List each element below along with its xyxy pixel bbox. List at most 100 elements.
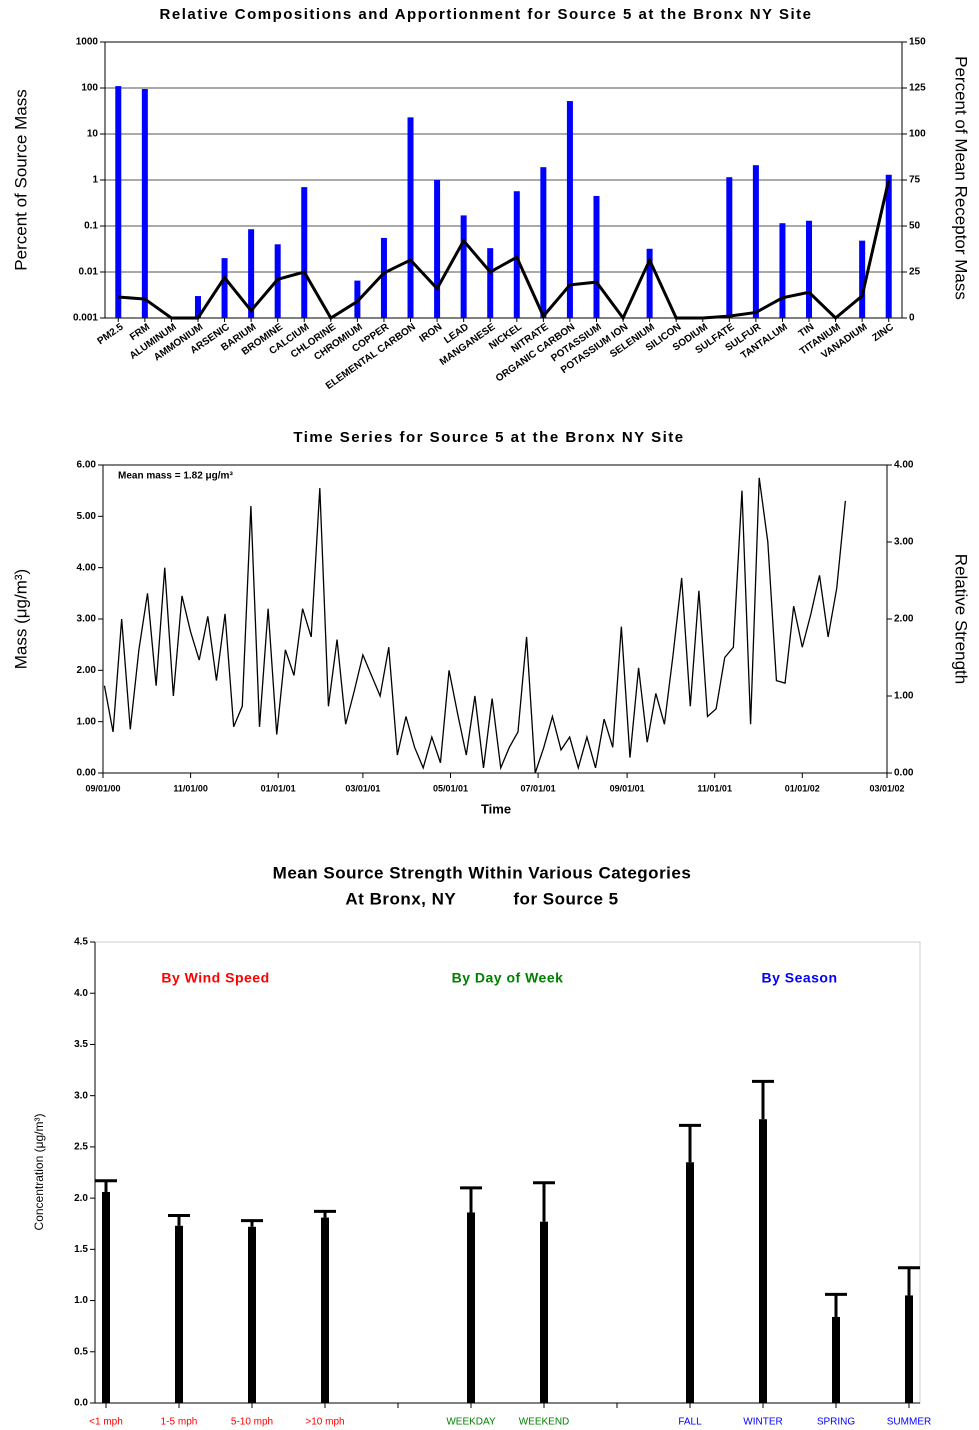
bar <box>380 237 387 318</box>
y-tick-label: 1 <box>92 175 98 186</box>
bar <box>434 180 441 318</box>
bar <box>321 1217 329 1403</box>
y2-tick-label: 1.00 <box>894 691 914 702</box>
x-tick-label: 01/01/02 <box>785 783 820 793</box>
y-tick-label: 4.00 <box>77 562 97 573</box>
line <box>118 179 891 321</box>
y2-tick-label: 100 <box>909 129 926 140</box>
bar <box>513 191 520 318</box>
y-tick-label: 100 <box>81 83 98 94</box>
bar <box>221 258 228 318</box>
x-tick-label: WEEKDAY <box>446 1417 496 1428</box>
bar <box>759 1119 767 1403</box>
y-tick-label: 0.5 <box>74 1346 88 1357</box>
bar <box>593 195 600 318</box>
bar <box>905 1295 913 1403</box>
y2-tick-label: 150 <box>909 37 926 48</box>
x-tick-label: <1 mph <box>89 1417 123 1428</box>
chart-title: Mean Source Strength Within Various Cate… <box>273 863 692 882</box>
x-tick-label: 11/01/01 <box>697 783 732 793</box>
bar <box>540 1221 548 1403</box>
group-label: By Wind Speed <box>161 970 269 986</box>
bar <box>175 1225 183 1403</box>
x-tick-label: IRON <box>418 322 445 345</box>
bar <box>646 248 653 318</box>
y2-tick-label: 50 <box>909 221 921 232</box>
x-tick-label: PM2.5 <box>96 321 126 347</box>
bar <box>248 229 255 318</box>
y-axis-label: Concentration (μg/m³) <box>32 1114 46 1231</box>
y2-tick-label: 3.00 <box>894 537 914 548</box>
x-axis-label: Time <box>481 801 511 816</box>
bar <box>301 187 308 318</box>
bar <box>779 223 786 318</box>
y-tick-label: 0.00 <box>77 768 97 779</box>
y2-tick-label: 25 <box>909 267 921 278</box>
bar <box>806 220 813 318</box>
y2-axis-label: Relative Strength <box>952 554 971 684</box>
y-axis-label: Percent of Source Mass <box>11 89 30 270</box>
bar <box>467 1212 475 1403</box>
y-tick-label: 5.00 <box>77 511 97 522</box>
bar <box>726 177 733 318</box>
bar <box>832 1316 840 1403</box>
y-tick-label: 3.0 <box>74 1090 88 1101</box>
bar <box>566 101 573 318</box>
y-tick-label: 0.0 <box>74 1398 88 1409</box>
y2-axis-label: Percent of Mean Receptor Mass <box>952 56 971 300</box>
x-tick-label: 05/01/01 <box>433 783 468 793</box>
bar <box>460 215 467 318</box>
annotation: Mean mass = 1.82 μg/m³ <box>118 471 233 482</box>
bar <box>885 174 892 318</box>
chart-title: Time Series for Source 5 at the Bronx NY… <box>293 429 684 446</box>
bar <box>686 1162 694 1403</box>
y2-tick-label: 4.00 <box>894 460 914 471</box>
x-tick-label: 03/01/02 <box>869 783 904 793</box>
bar <box>487 248 494 318</box>
y-tick-label: 3.00 <box>77 614 97 625</box>
bar <box>194 296 201 318</box>
y-tick-label: 0.01 <box>79 267 99 278</box>
y-tick-label: 2.00 <box>77 665 97 676</box>
x-tick-label: 07/01/01 <box>521 783 556 793</box>
x-tick-label: 1-5 mph <box>161 1417 198 1428</box>
y-tick-label: 1.5 <box>74 1244 88 1255</box>
y-tick-label: 0.1 <box>84 221 98 232</box>
bar <box>752 165 759 318</box>
chart-title: Relative Compositions and Apportionment … <box>160 6 813 23</box>
y-tick-label: 0.001 <box>73 313 98 324</box>
bar <box>115 86 122 318</box>
x-tick-label: FALL <box>678 1417 702 1428</box>
x-tick-label: 5-10 mph <box>231 1417 273 1428</box>
y-tick-label: 4.5 <box>74 937 88 948</box>
group-label: By Season <box>761 970 837 986</box>
y2-tick-label: 2.00 <box>894 614 914 625</box>
bar <box>248 1226 256 1403</box>
x-tick-label: WINTER <box>743 1417 782 1428</box>
y2-tick-label: 125 <box>909 83 926 94</box>
x-tick-label: 03/01/01 <box>345 783 380 793</box>
plot-frame <box>104 41 903 319</box>
group-label: By Day of Week <box>452 970 564 986</box>
bar <box>407 117 414 318</box>
x-tick-label: SPRING <box>817 1417 856 1428</box>
x-tick-label: WEEKEND <box>519 1417 570 1428</box>
chart-subtitle: At Bronx, NY for Source 5 <box>345 889 618 908</box>
y-tick-label: 2.5 <box>74 1142 88 1153</box>
line <box>103 477 847 774</box>
y-axis-label: Mass (μg/m³) <box>11 569 30 669</box>
bar <box>102 1191 110 1403</box>
y2-tick-label: 0.00 <box>894 768 914 779</box>
bar <box>859 240 866 318</box>
x-tick-label: >10 mph <box>305 1417 344 1428</box>
x-tick-label: 11/01/00 <box>173 783 208 793</box>
x-tick-label: 09/01/01 <box>610 783 645 793</box>
x-tick-label: SUMMER <box>887 1417 931 1428</box>
bar <box>540 167 547 318</box>
y-tick-label: 6.00 <box>77 460 97 471</box>
y-tick-label: 1000 <box>76 37 99 48</box>
y-tick-label: 2.0 <box>74 1193 88 1204</box>
y-tick-label: 1.00 <box>77 716 97 727</box>
y2-tick-label: 0 <box>909 313 915 324</box>
